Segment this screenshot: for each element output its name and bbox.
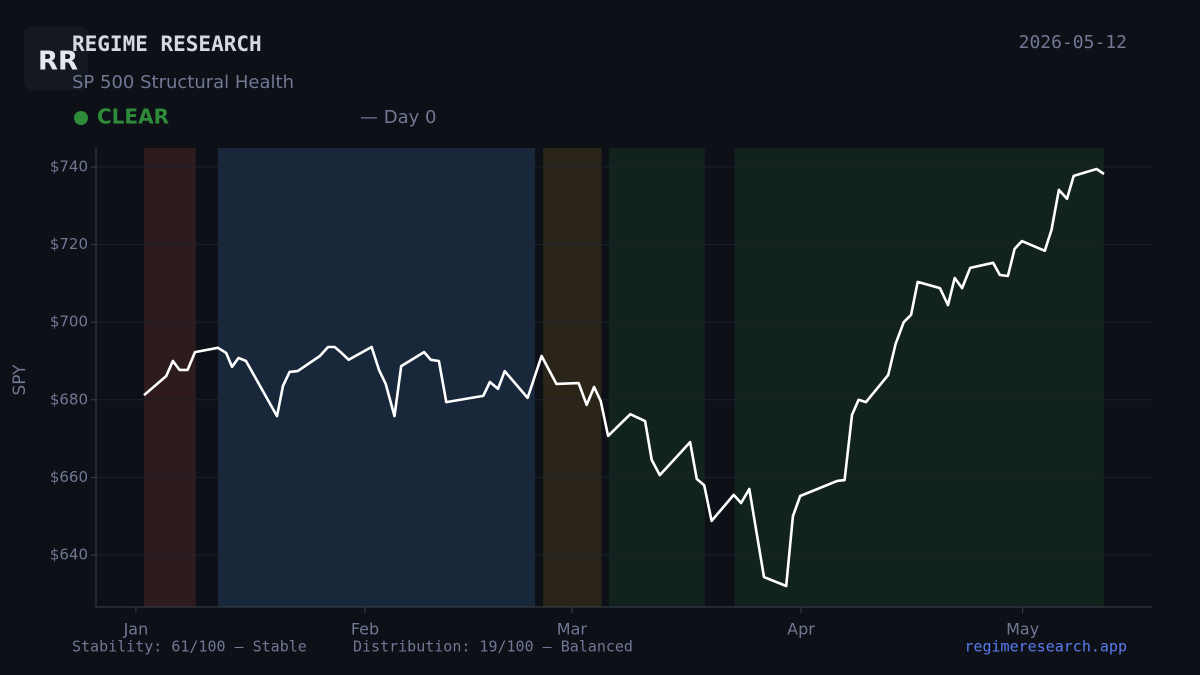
x-tick-label: Jan	[123, 620, 149, 639]
regime-band	[608, 148, 705, 607]
brand-title: REGIME RESEARCH	[72, 32, 262, 56]
x-tick-label: Mar	[557, 620, 588, 639]
logo: RR	[38, 47, 78, 77]
stability: Stability: 61/100 — Stable	[72, 638, 307, 656]
x-tick-label: Apr	[787, 620, 815, 639]
plot: $640 $660 $680 $700 $720 $740 Jan Feb Mar Apr May	[50, 148, 1152, 639]
y-tick-label: $720	[50, 235, 88, 253]
y-tick-label: $700	[50, 313, 88, 331]
x-tick-label: May	[1006, 620, 1039, 639]
link[interactable]: regimeresearch.app	[964, 638, 1127, 656]
day-count: — Day 0	[360, 107, 436, 128]
price-line	[143, 167, 1105, 588]
regime-band	[144, 148, 196, 607]
x-tick-label: Feb	[351, 620, 379, 639]
status: CLEAR	[97, 105, 169, 129]
logo-box	[24, 26, 88, 90]
regime-band	[734, 148, 1104, 607]
y-tick-label: $640	[50, 546, 88, 564]
y-axis-label: SPY	[10, 364, 30, 396]
distribution: Distribution: 19/100 — Balanced	[353, 638, 633, 656]
date: 2026-05-12	[1019, 32, 1127, 53]
subtitle: SP 500 Structural Health	[72, 72, 294, 93]
y-tick-label: $740	[50, 158, 88, 176]
regime-band	[217, 148, 535, 607]
y-tick-label: $660	[50, 468, 88, 486]
status-dot	[74, 111, 88, 125]
y-tick-label: $680	[50, 390, 88, 408]
